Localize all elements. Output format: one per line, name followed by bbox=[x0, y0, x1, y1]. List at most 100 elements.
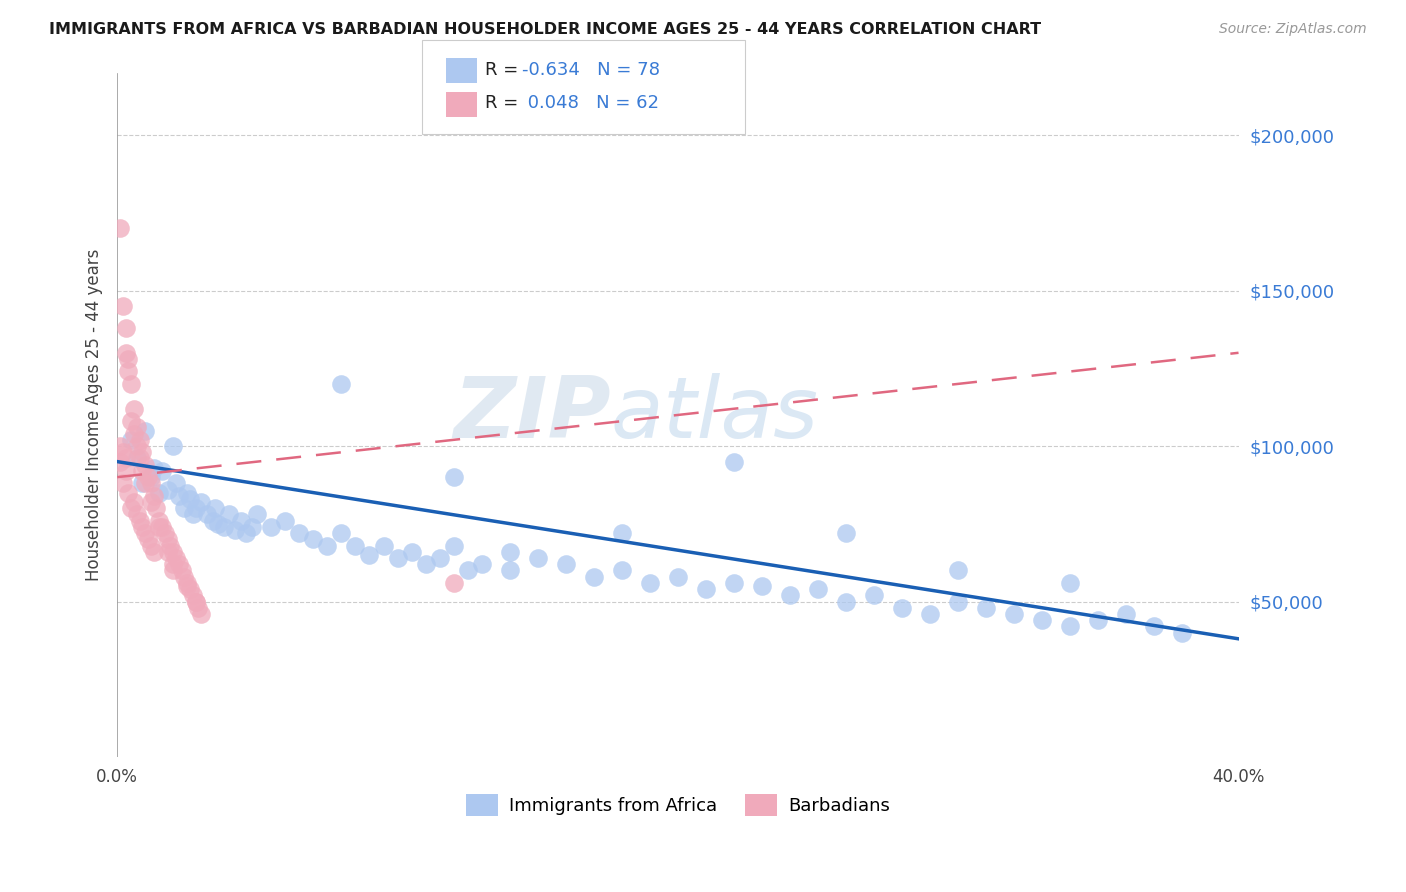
Point bbox=[111, 476, 134, 491]
Point bbox=[229, 514, 252, 528]
Point bbox=[117, 351, 139, 366]
Point bbox=[443, 575, 465, 590]
Point bbox=[610, 526, 633, 541]
Point bbox=[638, 575, 661, 590]
Point bbox=[122, 426, 145, 441]
Point bbox=[835, 594, 858, 608]
Point bbox=[891, 600, 914, 615]
Point bbox=[526, 551, 548, 566]
Point bbox=[117, 364, 139, 378]
Point bbox=[974, 600, 997, 615]
Point bbox=[159, 539, 181, 553]
Text: R =: R = bbox=[485, 61, 524, 78]
Point bbox=[274, 514, 297, 528]
Point bbox=[176, 579, 198, 593]
Point bbox=[148, 520, 170, 534]
Point bbox=[134, 458, 156, 472]
Point bbox=[330, 526, 353, 541]
Point bbox=[148, 514, 170, 528]
Point bbox=[173, 501, 195, 516]
Point bbox=[156, 545, 179, 559]
Point bbox=[330, 376, 353, 391]
Point bbox=[167, 489, 190, 503]
Point bbox=[387, 551, 409, 566]
Point bbox=[184, 594, 207, 608]
Point bbox=[142, 460, 165, 475]
Point bbox=[111, 445, 134, 459]
Point bbox=[122, 495, 145, 509]
Point bbox=[156, 483, 179, 497]
Point bbox=[1087, 613, 1109, 627]
Point bbox=[471, 558, 494, 572]
Point bbox=[429, 551, 451, 566]
Point bbox=[134, 476, 156, 491]
Point bbox=[131, 520, 153, 534]
Text: 0.048   N = 62: 0.048 N = 62 bbox=[522, 95, 658, 112]
Text: R =: R = bbox=[485, 95, 524, 112]
Point bbox=[920, 607, 942, 621]
Point bbox=[201, 514, 224, 528]
Point bbox=[114, 464, 136, 478]
Point bbox=[235, 526, 257, 541]
Point bbox=[457, 563, 479, 577]
Point bbox=[316, 539, 339, 553]
Point bbox=[139, 470, 162, 484]
Point bbox=[120, 501, 142, 516]
Point bbox=[117, 485, 139, 500]
Point bbox=[190, 495, 212, 509]
Point bbox=[131, 445, 153, 459]
Point bbox=[162, 439, 184, 453]
Point bbox=[359, 548, 381, 562]
Point bbox=[128, 451, 150, 466]
Point bbox=[666, 569, 689, 583]
Text: -0.634   N = 78: -0.634 N = 78 bbox=[522, 61, 659, 78]
Point bbox=[1002, 607, 1025, 621]
Point bbox=[344, 539, 367, 553]
Point bbox=[415, 558, 437, 572]
Point bbox=[142, 489, 165, 503]
Point bbox=[181, 588, 204, 602]
Point bbox=[134, 526, 156, 541]
Point bbox=[153, 526, 176, 541]
Point bbox=[125, 451, 148, 466]
Point bbox=[139, 476, 162, 491]
Point bbox=[150, 520, 173, 534]
Point bbox=[131, 476, 153, 491]
Point bbox=[162, 545, 184, 559]
Point bbox=[128, 514, 150, 528]
Point bbox=[1143, 619, 1166, 633]
Point bbox=[136, 470, 159, 484]
Point bbox=[224, 523, 246, 537]
Point bbox=[114, 346, 136, 360]
Point bbox=[187, 600, 209, 615]
Point bbox=[176, 575, 198, 590]
Point bbox=[948, 594, 970, 608]
Point bbox=[443, 470, 465, 484]
Point bbox=[108, 439, 131, 453]
Point bbox=[863, 588, 886, 602]
Point bbox=[218, 508, 240, 522]
Point bbox=[170, 563, 193, 577]
Text: ZIP: ZIP bbox=[453, 374, 610, 457]
Point bbox=[181, 508, 204, 522]
Point bbox=[179, 582, 201, 596]
Point bbox=[246, 508, 269, 522]
Point bbox=[723, 454, 745, 468]
Point bbox=[1171, 625, 1194, 640]
Point bbox=[114, 451, 136, 466]
Text: atlas: atlas bbox=[610, 374, 818, 457]
Point bbox=[125, 420, 148, 434]
Point bbox=[288, 526, 311, 541]
Point bbox=[179, 491, 201, 506]
Point bbox=[150, 464, 173, 478]
Point bbox=[176, 485, 198, 500]
Point bbox=[139, 539, 162, 553]
Point bbox=[173, 569, 195, 583]
Point bbox=[373, 539, 395, 553]
Point bbox=[108, 454, 131, 468]
Point bbox=[120, 414, 142, 428]
Point bbox=[779, 588, 801, 602]
Point bbox=[131, 464, 153, 478]
Point bbox=[139, 495, 162, 509]
Point bbox=[165, 551, 187, 566]
